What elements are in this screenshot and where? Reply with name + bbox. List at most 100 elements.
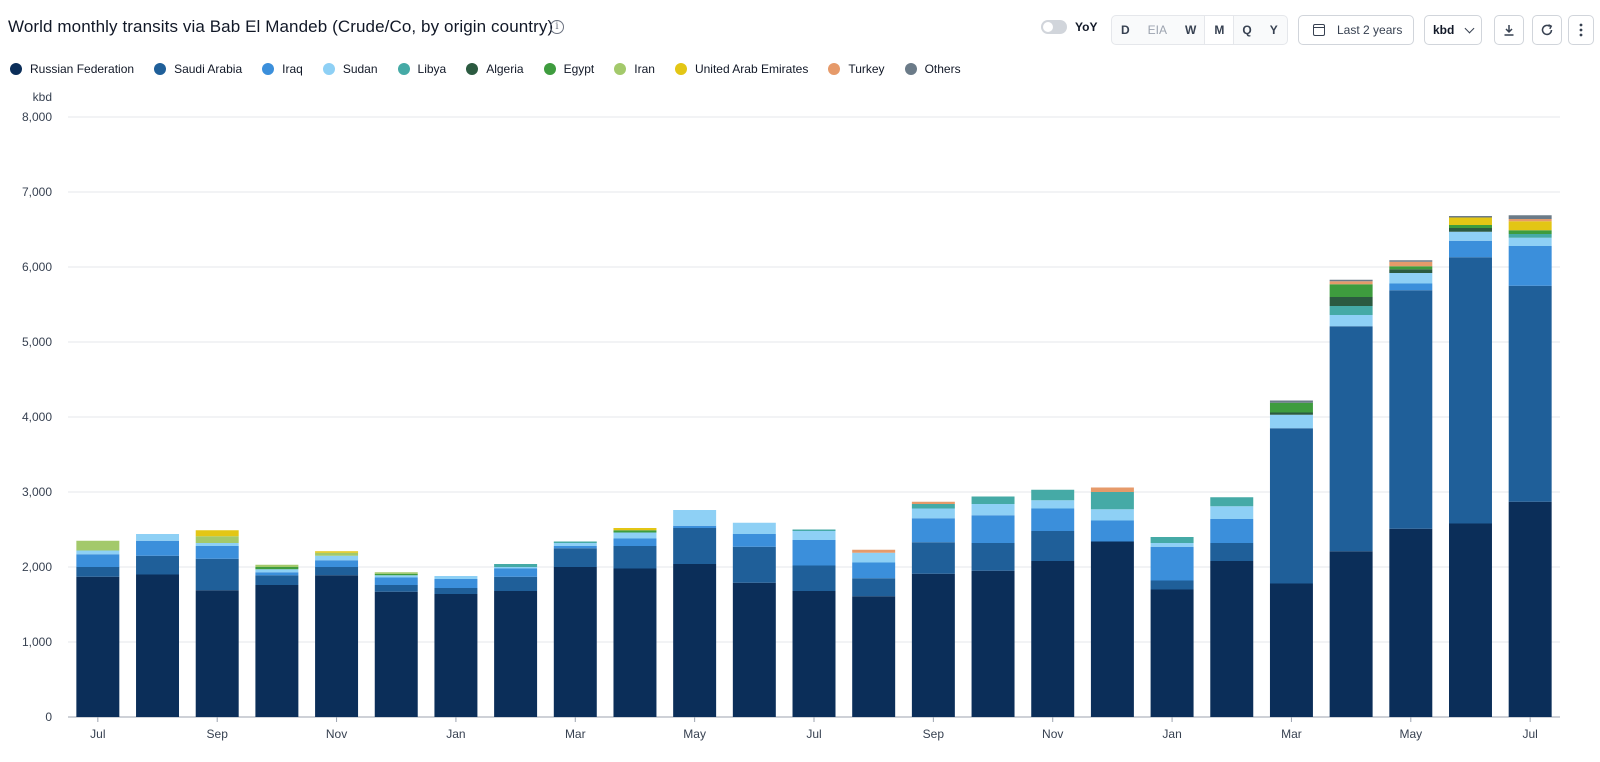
bar-segment-iran[interactable] bbox=[374, 572, 418, 574]
legend-item-saudi-arabia[interactable]: Saudi Arabia bbox=[154, 60, 242, 78]
bar-segment-turkey[interactable] bbox=[911, 501, 955, 504]
bar-segment-turkey[interactable] bbox=[852, 549, 896, 553]
bar-segment-saudi-arabia[interactable] bbox=[1449, 257, 1492, 524]
bar-segment-iran[interactable] bbox=[76, 540, 120, 551]
bar-segment-algeria[interactable] bbox=[1449, 228, 1492, 232]
frequency-w-button[interactable]: W bbox=[1185, 23, 1197, 37]
bar-segment-iraq[interactable] bbox=[971, 515, 1015, 543]
legend-item-algeria[interactable]: Algeria bbox=[466, 60, 524, 78]
bar-segment-saudi-arabia[interactable] bbox=[911, 542, 955, 574]
bar-segment-iraq[interactable] bbox=[673, 525, 717, 528]
bar-segment-sudan[interactable] bbox=[76, 550, 120, 555]
frequency-eia-button[interactable]: EIA bbox=[1147, 23, 1168, 37]
bar-segment-united-arab-emirates[interactable] bbox=[1508, 221, 1552, 231]
bar-segment-saudi-arabia[interactable] bbox=[613, 546, 657, 569]
bar-segment-sudan[interactable] bbox=[1329, 315, 1373, 327]
legend-item-others[interactable]: Others bbox=[904, 60, 961, 78]
bar-segment-saudi-arabia[interactable] bbox=[255, 575, 299, 585]
bar-segment-egypt[interactable] bbox=[1329, 284, 1373, 297]
bar-stack[interactable] bbox=[553, 541, 597, 718]
bar-segment-saudi-arabia[interactable] bbox=[852, 578, 896, 597]
bar-segment-russian-federation[interactable] bbox=[852, 596, 896, 717]
bar-stack[interactable] bbox=[1449, 216, 1492, 717]
bar-stack[interactable] bbox=[1090, 487, 1134, 718]
bar-segment-sudan[interactable] bbox=[1269, 414, 1313, 429]
legend-item-egypt[interactable]: Egypt bbox=[543, 60, 594, 78]
frequency-d-button[interactable]: D bbox=[1121, 23, 1130, 37]
bar-segment-sudan[interactable] bbox=[1210, 506, 1254, 519]
bar-segment-united-arab-emirates[interactable] bbox=[315, 551, 359, 553]
yoy-toggle[interactable]: YoY bbox=[1041, 20, 1097, 34]
bar-segment-russian-federation[interactable] bbox=[434, 594, 478, 717]
legend-item-iraq[interactable]: Iraq bbox=[262, 60, 303, 78]
bar-segment-libya[interactable] bbox=[1150, 537, 1194, 543]
bar-segment-iraq[interactable] bbox=[613, 538, 657, 547]
bar-segment-saudi-arabia[interactable] bbox=[1269, 428, 1313, 584]
bar-segment-sudan[interactable] bbox=[1031, 500, 1075, 509]
bar-segment-russian-federation[interactable] bbox=[1269, 583, 1313, 718]
bar-segment-sudan[interactable] bbox=[494, 567, 538, 569]
bar-segment-russian-federation[interactable] bbox=[1210, 561, 1254, 717]
bar-segment-russian-federation[interactable] bbox=[195, 590, 239, 717]
bar-segment-sudan[interactable] bbox=[792, 531, 836, 540]
download-button[interactable] bbox=[1494, 15, 1524, 45]
bar-stack[interactable] bbox=[195, 530, 239, 717]
bar-segment-saudi-arabia[interactable] bbox=[76, 567, 120, 577]
bar-segment-libya[interactable] bbox=[553, 541, 597, 544]
bar-segment-saudi-arabia[interactable] bbox=[673, 528, 717, 564]
bar-segment-sudan[interactable] bbox=[1508, 237, 1552, 246]
bar-segment-saudi-arabia[interactable] bbox=[1329, 326, 1373, 552]
bar-segment-sudan[interactable] bbox=[613, 532, 657, 539]
bar-segment-saudi-arabia[interactable] bbox=[434, 588, 478, 594]
info-icon[interactable]: i bbox=[550, 20, 564, 34]
bar-segment-russian-federation[interactable] bbox=[374, 591, 418, 717]
bar-segment-iraq[interactable] bbox=[1031, 508, 1075, 532]
unit-select[interactable]: kbd bbox=[1424, 15, 1482, 45]
bar-stack[interactable] bbox=[792, 529, 836, 718]
bar-segment-saudi-arabia[interactable] bbox=[315, 567, 359, 576]
bar-segment-saudi-arabia[interactable] bbox=[374, 585, 418, 592]
bar-segment-saudi-arabia[interactable] bbox=[1210, 543, 1254, 561]
bar-segment-russian-federation[interactable] bbox=[315, 575, 359, 717]
bar-segment-libya[interactable] bbox=[1031, 489, 1075, 501]
bar-segment-sudan[interactable] bbox=[1389, 273, 1433, 284]
bar-segment-iraq[interactable] bbox=[1389, 283, 1433, 291]
bar-segment-russian-federation[interactable] bbox=[1150, 589, 1194, 718]
bar-segment-sudan[interactable] bbox=[315, 555, 359, 561]
bar-stack[interactable] bbox=[1150, 537, 1194, 718]
bar-segment-others[interactable] bbox=[1508, 215, 1552, 219]
legend-item-iran[interactable]: Iran bbox=[614, 60, 655, 78]
bar-segment-libya[interactable] bbox=[911, 504, 955, 509]
bar-segment-iraq[interactable] bbox=[1508, 246, 1552, 286]
frequency-m-button[interactable]: M bbox=[1205, 16, 1234, 44]
bar-stack[interactable] bbox=[315, 551, 359, 717]
bar-segment-saudi-arabia[interactable] bbox=[553, 548, 597, 567]
bar-segment-russian-federation[interactable] bbox=[1508, 501, 1552, 717]
bar-stack[interactable] bbox=[136, 534, 180, 717]
bar-segment-united-arab-emirates[interactable] bbox=[1449, 217, 1492, 226]
bar-segment-egypt[interactable] bbox=[1508, 230, 1552, 234]
bar-segment-iraq[interactable] bbox=[911, 518, 955, 543]
bar-segment-iraq[interactable] bbox=[792, 540, 836, 566]
bar-segment-egypt[interactable] bbox=[255, 567, 299, 570]
bar-segment-iraq[interactable] bbox=[374, 577, 418, 586]
bar-segment-iran[interactable] bbox=[195, 536, 239, 543]
bar-segment-sudan[interactable] bbox=[434, 576, 478, 579]
bar-segment-saudi-arabia[interactable] bbox=[732, 546, 776, 583]
bar-segment-turkey[interactable] bbox=[1508, 219, 1552, 222]
bar-segment-iraq[interactable] bbox=[852, 562, 896, 579]
bar-stack[interactable] bbox=[374, 572, 418, 717]
bar-stack[interactable] bbox=[732, 522, 776, 717]
bar-stack[interactable] bbox=[1389, 260, 1433, 717]
bar-segment-russian-federation[interactable] bbox=[255, 585, 299, 717]
bar-segment-sudan[interactable] bbox=[1150, 543, 1194, 547]
bar-segment-russian-federation[interactable] bbox=[1449, 523, 1492, 718]
bar-segment-algeria[interactable] bbox=[1329, 297, 1373, 306]
more-button[interactable] bbox=[1568, 15, 1594, 45]
bar-stack[interactable] bbox=[971, 496, 1015, 718]
bar-segment-turkey[interactable] bbox=[1329, 281, 1373, 285]
bar-segment-saudi-arabia[interactable] bbox=[195, 558, 239, 591]
bar-segment-russian-federation[interactable] bbox=[732, 582, 776, 717]
bar-segment-sudan[interactable] bbox=[1449, 231, 1492, 241]
bar-stack[interactable] bbox=[1269, 400, 1313, 718]
